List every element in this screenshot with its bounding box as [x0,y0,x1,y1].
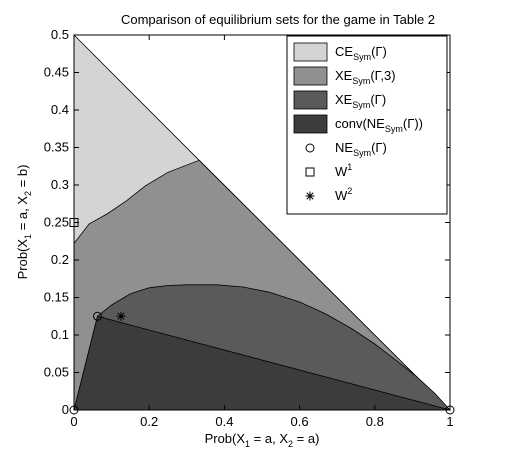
region-layer [73,34,451,411]
x-tick-label: 0.4 [215,414,233,429]
y-tick-label: 0.35 [44,140,69,155]
legend-item: XESym(Γ) [293,90,386,110]
legend-label: XESym(Γ,3) [335,68,396,86]
legend-label: conv(NESym(Γ)) [335,116,423,134]
x-axis-label: Prob(X1 = a, X2 = a) [205,431,320,449]
legend: CESym(Γ) XESym(Γ,3) XESym(Γ) conv(NESym(Γ))… [286,35,448,215]
y-tick-label: 0.3 [51,177,69,192]
y-axis-label: Prob(X1 = a, X2 = b) [15,165,33,280]
legend-item: CESym(Γ) [293,42,387,62]
y-tick-label: 0.1 [51,327,69,342]
legend-label: NESym(Γ) [335,140,387,158]
chart-title: Comparison of equilibrium sets for the g… [121,12,435,27]
x-tick-label: 1 [446,414,453,429]
legend-swatch [293,42,328,62]
axes: 0 0.2 0.4 0.6 0.8 1 0 0.05 0.1 0.15 0.2 0.25 0.3 0.35… [44,27,454,429]
legend-item: XESym(Γ,3) [293,66,396,86]
legend-swatch [293,90,328,110]
legend-label: W1 [335,162,352,179]
y-tick-label: 0.2 [51,252,69,267]
w2-point [116,311,126,321]
y-tick-label: 0.05 [44,365,69,380]
x-tick-label: 0.2 [140,414,158,429]
legend-item: NESym(Γ) [305,140,387,158]
legend-marker-square [305,167,315,177]
ne-point [69,405,79,415]
legend-marker-circle [305,143,315,153]
y-tick-label: 0.15 [44,290,69,305]
x-tick-label: 0 [70,414,77,429]
w1-point [69,218,79,227]
y-tick-label: 0.5 [51,27,69,42]
y-tick-label: 0.45 [44,65,69,80]
y-tick-label: 0.25 [44,215,69,230]
x-tick-label: 0.8 [366,414,384,429]
legend-label: XESym(Γ) [335,92,386,110]
x-tick-label: 0.6 [291,414,309,429]
legend-swatch [293,114,328,134]
y-tick-label: 0 [62,402,69,417]
legend-swatch [293,66,328,86]
ne-point [445,405,455,415]
legend-item: W2 [305,186,352,203]
legend-item: W1 [305,162,352,179]
marker-layer [69,218,455,415]
legend-label: CESym(Γ) [335,44,387,62]
legend-item: conv(NESym(Γ)) [293,114,423,134]
legend-marker-star [305,191,315,201]
legend-label: W2 [335,186,352,203]
y-tick-label: 0.4 [51,102,69,117]
ne-point [93,311,102,321]
